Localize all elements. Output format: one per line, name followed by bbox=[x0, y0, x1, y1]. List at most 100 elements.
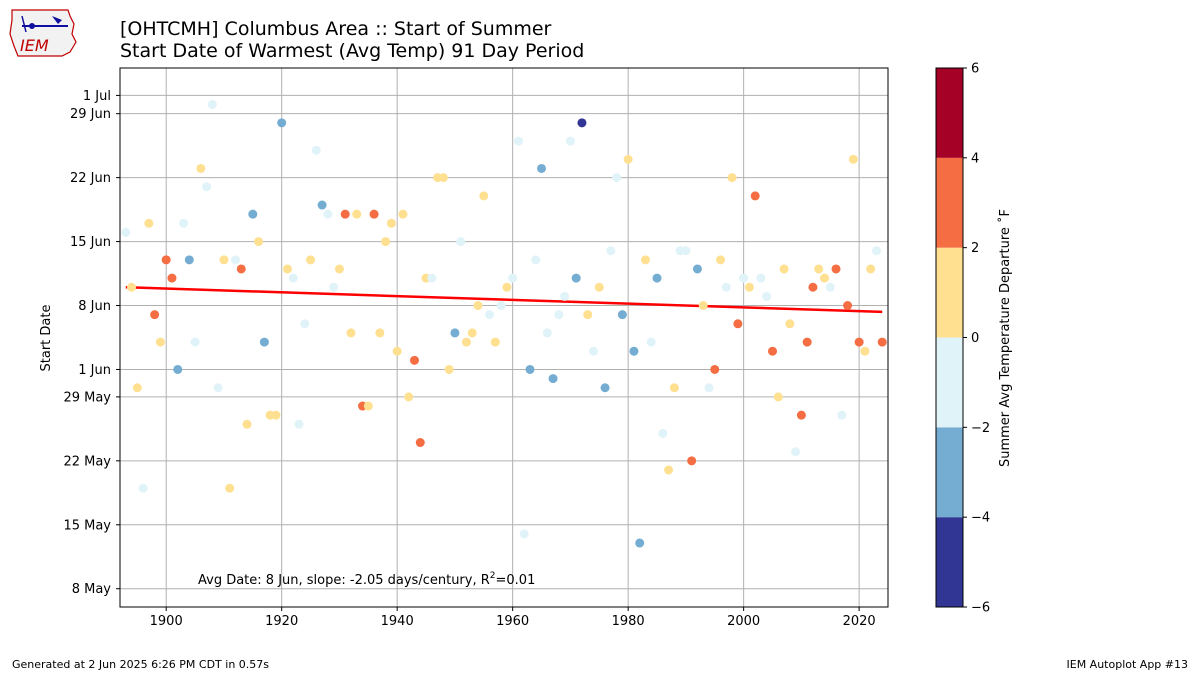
x-tick-label: 1960 bbox=[496, 614, 529, 629]
y-tick-label: 15 May bbox=[63, 518, 111, 533]
data-point bbox=[860, 346, 870, 356]
y-axis-ticks: 8 May 15 May 22 May 29 May 1 Jun 8 Jun 15 Jun 2… bbox=[63, 89, 120, 597]
data-point bbox=[733, 319, 743, 329]
data-point bbox=[640, 255, 650, 265]
data-point bbox=[756, 273, 766, 283]
data-point bbox=[629, 346, 639, 356]
data-point bbox=[791, 447, 801, 457]
data-point bbox=[167, 273, 177, 283]
data-point bbox=[381, 237, 391, 247]
data-point bbox=[727, 173, 737, 183]
data-point bbox=[664, 465, 674, 475]
data-point bbox=[161, 255, 171, 265]
colorbar: −6 −4 −2 0 2 4 6 bbox=[935, 62, 990, 616]
data-point bbox=[190, 337, 200, 347]
data-points bbox=[121, 100, 887, 548]
chart-subtitle: Start Date of Warmest (Avg Temp) 91 Day … bbox=[120, 40, 585, 62]
data-point bbox=[306, 255, 316, 265]
data-point bbox=[542, 328, 552, 338]
data-point bbox=[652, 273, 662, 283]
data-point bbox=[490, 337, 500, 347]
data-point bbox=[311, 145, 321, 155]
data-point bbox=[230, 255, 240, 265]
data-point bbox=[277, 118, 287, 128]
data-point bbox=[415, 438, 425, 448]
data-point bbox=[525, 364, 535, 374]
iem-logo-graphic: IEM bbox=[9, 9, 77, 57]
data-point bbox=[773, 392, 783, 402]
data-point bbox=[716, 255, 726, 265]
data-point bbox=[531, 255, 541, 265]
data-point bbox=[213, 383, 223, 393]
data-point bbox=[196, 163, 206, 173]
data-point bbox=[242, 419, 252, 429]
x-tick-label: 2020 bbox=[843, 614, 876, 629]
data-point bbox=[496, 301, 506, 311]
data-point bbox=[750, 191, 760, 201]
data-point bbox=[375, 328, 385, 338]
colorbar-bin bbox=[936, 157, 963, 248]
data-point bbox=[658, 428, 668, 438]
data-point bbox=[138, 483, 148, 493]
colorbar-label: Summer Avg Temperature Departure ˚F bbox=[997, 209, 1013, 467]
data-point bbox=[438, 173, 448, 183]
data-point bbox=[519, 529, 529, 539]
colorbar-tick-label: −6 bbox=[971, 601, 990, 616]
data-point bbox=[819, 273, 829, 283]
data-point bbox=[179, 218, 189, 228]
data-point bbox=[444, 364, 454, 374]
trend-line bbox=[125, 286, 883, 314]
data-point bbox=[236, 264, 246, 274]
colorbar-bin bbox=[936, 247, 963, 338]
data-point bbox=[612, 173, 622, 183]
data-point bbox=[600, 383, 610, 393]
data-point bbox=[560, 291, 570, 301]
data-point bbox=[513, 136, 523, 146]
data-point bbox=[323, 209, 333, 219]
data-point bbox=[271, 410, 281, 420]
data-point bbox=[802, 337, 812, 347]
data-point bbox=[687, 456, 697, 466]
data-point bbox=[352, 209, 362, 219]
data-point bbox=[814, 264, 824, 274]
data-point bbox=[340, 209, 350, 219]
data-point bbox=[225, 483, 235, 493]
colorbar-tick-label: 4 bbox=[971, 151, 979, 166]
data-point bbox=[796, 410, 806, 420]
y-axis-label: Start Date bbox=[39, 305, 54, 372]
stats-annotation: Avg Date: 8 Jun, slope: -2.05 days/centu… bbox=[198, 571, 535, 588]
data-point bbox=[617, 310, 627, 320]
data-point bbox=[785, 319, 795, 329]
colorbar-bin bbox=[936, 68, 963, 158]
generated-timestamp: Generated at 2 Jun 2025 6:26 PM CDT in 0… bbox=[12, 658, 270, 671]
data-point bbox=[808, 282, 818, 292]
data-point bbox=[288, 273, 298, 283]
data-point bbox=[248, 209, 258, 219]
data-point bbox=[369, 209, 379, 219]
colorbar-bin bbox=[936, 337, 963, 428]
data-point bbox=[831, 264, 841, 274]
plot-frame bbox=[119, 67, 889, 608]
data-point bbox=[392, 346, 402, 356]
data-point bbox=[386, 218, 396, 228]
x-axis-ticks: 1900 1920 1940 1960 1980 2000 2020 bbox=[150, 607, 876, 629]
data-point bbox=[479, 191, 489, 201]
data-point bbox=[692, 264, 702, 274]
data-point bbox=[571, 273, 581, 283]
data-point bbox=[565, 136, 575, 146]
data-point bbox=[155, 337, 165, 347]
data-point bbox=[848, 154, 858, 164]
data-point bbox=[589, 346, 599, 356]
data-point bbox=[704, 383, 714, 393]
data-point bbox=[669, 383, 679, 393]
data-point bbox=[854, 337, 864, 347]
data-point bbox=[219, 255, 229, 265]
data-point bbox=[207, 100, 217, 110]
x-tick-label: 2000 bbox=[727, 614, 760, 629]
data-point bbox=[583, 310, 593, 320]
y-tick-label: 8 Jun bbox=[78, 299, 111, 314]
data-point bbox=[502, 282, 512, 292]
data-point bbox=[635, 538, 645, 548]
data-point bbox=[721, 282, 731, 292]
data-point bbox=[317, 200, 327, 210]
